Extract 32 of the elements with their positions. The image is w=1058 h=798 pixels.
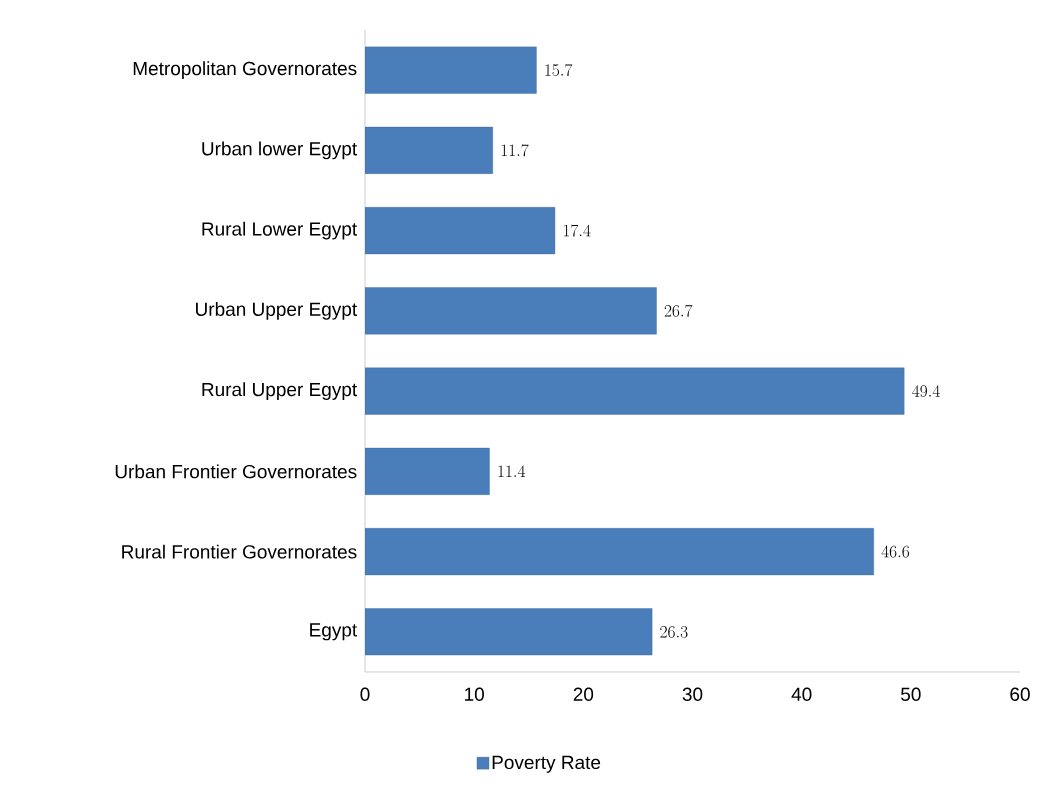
data-label: 26.3 xyxy=(660,626,688,638)
data-label: 11 .4 xyxy=(498,465,526,477)
bar xyxy=(365,126,493,174)
data-label: 17.4 xyxy=(563,224,591,237)
data-label: 26.7 xyxy=(664,304,693,317)
y-tick-label: Urban Frontier Governorates xyxy=(115,464,357,479)
x-tick-label: 0 xyxy=(360,687,370,701)
y-tick-label: Urban lower Egypt xyxy=(202,141,358,160)
bar xyxy=(365,608,653,656)
x-tick-label: 60 xyxy=(1010,687,1030,701)
data-label: 15.7 xyxy=(545,63,573,76)
x-tick-label: 10 xyxy=(465,687,484,701)
y-tick-label: Rural Lower Egypt xyxy=(202,221,358,240)
y-tick-label: Egypt xyxy=(310,623,358,641)
legend-label: Poverty Rate xyxy=(492,755,601,773)
y-tick-label: Rural Upper Egypt xyxy=(202,382,358,400)
x-tick-label: 30 xyxy=(682,687,703,701)
data-label: 46.6 xyxy=(881,545,910,558)
bar xyxy=(365,287,657,335)
bar xyxy=(365,46,537,94)
data-label: 49.4 xyxy=(912,385,940,397)
x-tick-label: 20 xyxy=(573,687,594,701)
y-tick-label: Urban Upper Egypt xyxy=(196,302,358,320)
bar xyxy=(365,447,490,495)
bar xyxy=(365,207,556,255)
y-tick-label: Metropolitan Governorates xyxy=(133,61,357,79)
x-tick-label: 50 xyxy=(901,687,921,701)
x-tick-label: 40 xyxy=(791,687,812,701)
bar xyxy=(365,367,905,415)
data-label: 11 .7 xyxy=(501,144,529,157)
bar xyxy=(365,528,874,576)
y-tick-label: Rural Frontier Governorates xyxy=(122,544,357,559)
